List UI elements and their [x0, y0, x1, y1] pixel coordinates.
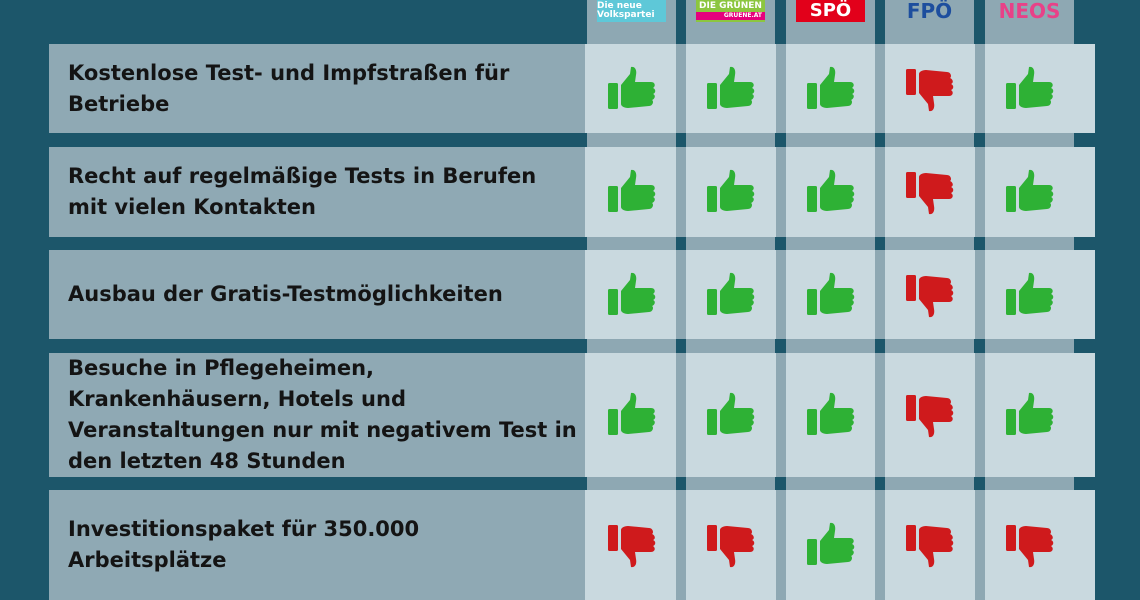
divider [975, 250, 985, 339]
vote-cell [686, 353, 775, 477]
thumbs-up-icon [705, 169, 757, 215]
divider [776, 250, 786, 339]
thumbs-up-icon [1004, 272, 1056, 318]
thumbs-up-icon [606, 272, 658, 318]
vote-cell [985, 250, 1074, 339]
thumbs-up-icon [805, 169, 857, 215]
divider [975, 44, 985, 133]
vote-cell [885, 250, 974, 339]
vote-cell [587, 250, 676, 339]
table-row: Ausbau der Gratis-Testmöglichkeiten [49, 250, 1095, 339]
thumbs-down-icon [904, 66, 956, 112]
row-label: Besuche in Pflegeheimen, Krankenhäusern,… [49, 353, 585, 477]
vote-cell [587, 353, 676, 477]
vote-cell [985, 353, 1074, 477]
thumbs-up-icon [805, 66, 857, 112]
divider [975, 353, 985, 477]
party-logo: Die neue Volkspartei [597, 0, 666, 22]
vote-cell [985, 44, 1074, 133]
divider [676, 353, 686, 477]
thumbs-up-icon [805, 392, 857, 438]
divider [875, 490, 885, 600]
divider [776, 490, 786, 600]
thumbs-down-icon [1004, 522, 1056, 568]
thumbs-up-icon [1004, 66, 1056, 112]
divider [676, 250, 686, 339]
divider [776, 353, 786, 477]
thumbs-up-icon [606, 66, 658, 112]
divider [975, 490, 985, 600]
party-logo: DIE GRÜNEN GRUENE.AT [696, 0, 765, 22]
vote-cell [885, 44, 974, 133]
table-row: Recht auf regelmäßige Tests in Berufen m… [49, 147, 1095, 237]
divider [975, 147, 985, 237]
divider [776, 44, 786, 133]
row-label: Recht auf regelmäßige Tests in Berufen m… [49, 147, 585, 237]
divider [776, 147, 786, 237]
vote-cell [786, 353, 875, 477]
thumbs-up-icon [705, 66, 757, 112]
thumbs-up-icon [606, 392, 658, 438]
thumbs-up-icon [606, 169, 658, 215]
thumbs-down-icon [904, 522, 956, 568]
divider [875, 147, 885, 237]
table-row: Kostenlose Test- und Impfstraßen für Bet… [49, 44, 1095, 133]
thumbs-down-icon [705, 522, 757, 568]
vote-cell [686, 490, 775, 600]
thumbs-down-icon [904, 169, 956, 215]
vote-cell [686, 44, 775, 133]
table-row: Investitionspaket für 350.000 Arbeitsplä… [49, 490, 1095, 600]
row-label: Investitionspaket für 350.000 Arbeitsplä… [49, 490, 585, 600]
table-row: Besuche in Pflegeheimen, Krankenhäusern,… [49, 353, 1095, 477]
vote-cell [587, 44, 676, 133]
thumbs-down-icon [606, 522, 658, 568]
thumbs-up-icon [705, 392, 757, 438]
thumbs-down-icon [904, 392, 956, 438]
thumbs-up-icon [1004, 169, 1056, 215]
thumbs-down-icon [904, 272, 956, 318]
divider [676, 44, 686, 133]
party-logo: NEOS [998, 0, 1061, 23]
vote-cell [885, 490, 974, 600]
vote-cell [786, 44, 875, 133]
party-logo: SPÖ [796, 0, 865, 22]
vote-cell [786, 147, 875, 237]
row-label: Ausbau der Gratis-Testmöglichkeiten [49, 250, 585, 339]
divider [875, 44, 885, 133]
thumbs-up-icon [1004, 392, 1056, 438]
vote-cell [786, 250, 875, 339]
vote-cell [686, 147, 775, 237]
divider [875, 353, 885, 477]
divider [676, 147, 686, 237]
divider [676, 490, 686, 600]
divider [875, 250, 885, 339]
thumbs-up-icon [805, 522, 857, 568]
party-logo: FPÖ [906, 0, 953, 23]
vote-cell [985, 147, 1074, 237]
thumbs-up-icon [805, 272, 857, 318]
vote-cell [686, 250, 775, 339]
vote-cell [587, 490, 676, 600]
vote-cell [587, 147, 676, 237]
row-label: Kostenlose Test- und Impfstraßen für Bet… [49, 44, 585, 133]
party-logo-subtitle: GRUENE.AT [696, 12, 765, 20]
vote-cell [885, 353, 974, 477]
vote-cell [885, 147, 974, 237]
vote-cell [985, 490, 1074, 600]
vote-cell [786, 490, 875, 600]
thumbs-up-icon [705, 272, 757, 318]
